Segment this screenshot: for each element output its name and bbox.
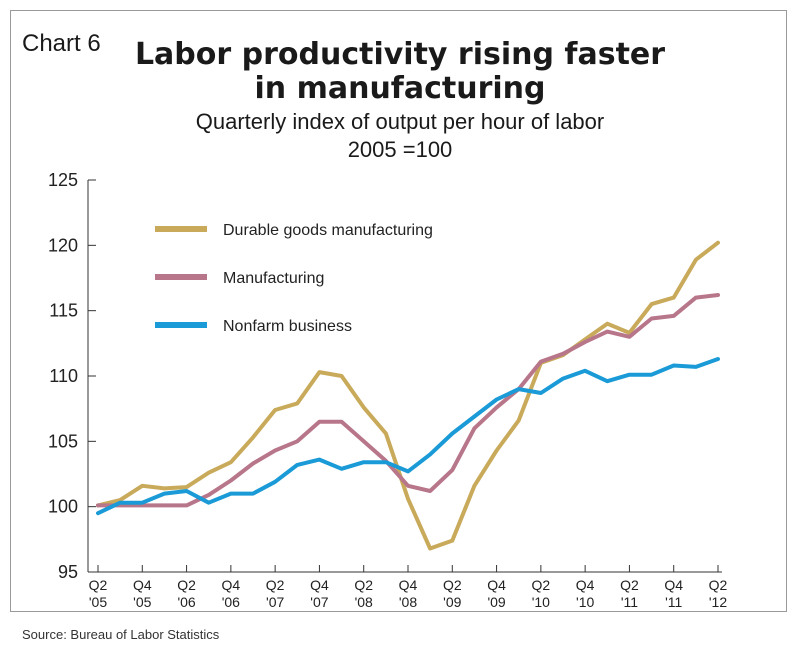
- x-tick-label-quarter: Q2: [443, 577, 462, 593]
- x-tick-label-year: '05: [89, 594, 107, 610]
- x-tick-label-year: '10: [576, 594, 594, 610]
- x-tick-label-quarter: Q2: [532, 577, 551, 593]
- chart-title-line-1: Labor productivity rising faster: [134, 37, 666, 72]
- chart-number: Chart 6: [22, 30, 101, 57]
- legend-label: Nonfarm business: [223, 318, 352, 335]
- x-tick-label-quarter: Q4: [487, 577, 506, 593]
- y-tick-label: 125: [48, 170, 78, 190]
- x-tick-label-quarter: Q4: [310, 577, 329, 593]
- chart-title: Labor productivity rising faster in manu…: [100, 38, 700, 106]
- x-tick-label-year: '11: [621, 594, 638, 610]
- x-tick-label-quarter: Q4: [399, 577, 418, 593]
- x-tick-label-year: '09: [443, 594, 461, 610]
- source-note: Source: Bureau of Labor Statistics: [22, 627, 220, 642]
- x-tick-label-quarter: Q2: [177, 577, 196, 593]
- x-tick-label-quarter: Q4: [133, 577, 152, 593]
- y-tick-label: 100: [48, 497, 78, 517]
- chart-subtitle-line-1: Quarterly index of output per hour of la…: [195, 109, 605, 134]
- x-tick-label-year: '12: [709, 594, 727, 610]
- x-tick-label-year: '05: [133, 594, 151, 610]
- y-tick-label: 110: [49, 366, 78, 386]
- y-tick-label: 120: [48, 235, 78, 255]
- x-tick-label-year: '08: [399, 594, 417, 610]
- chart-title-line-2: in manufacturing: [254, 71, 546, 106]
- chart-subtitle: Quarterly index of output per hour of la…: [100, 108, 700, 164]
- x-tick-label-year: '11: [665, 594, 682, 610]
- x-tick-label-quarter: Q4: [664, 577, 683, 593]
- x-tick-label-quarter: Q4: [222, 577, 241, 593]
- x-tick-label-year: '06: [177, 594, 195, 610]
- legend-label: Durable goods manufacturing: [223, 222, 433, 239]
- x-tick-label-year: '08: [355, 594, 373, 610]
- chart-subtitle-line-2: 2005 =100: [347, 137, 453, 162]
- series-line-nonfarm-business: [96, 357, 720, 516]
- x-tick-label-quarter: Q4: [576, 577, 595, 593]
- y-tick-label: 105: [48, 431, 78, 451]
- x-tick-label-year: '10: [532, 594, 550, 610]
- x-tick-label-quarter: Q2: [266, 577, 285, 593]
- x-tick-label-year: '07: [266, 594, 284, 610]
- x-tick-label-quarter: Q2: [354, 577, 373, 593]
- x-tick-label-quarter: Q2: [89, 577, 108, 593]
- legend-label: Manufacturing: [223, 270, 324, 287]
- y-tick-label: 95: [58, 562, 78, 582]
- x-tick-label-year: '07: [310, 594, 328, 610]
- y-tick-label: 115: [49, 301, 78, 321]
- x-tick-label-year: '09: [487, 594, 505, 610]
- x-tick-label-year: '06: [222, 594, 240, 610]
- chart-frame: [10, 10, 787, 612]
- series-line-durable-goods-manufacturing: [96, 240, 720, 551]
- x-tick-label-quarter: Q2: [620, 577, 639, 593]
- x-tick-label-quarter: Q2: [709, 577, 728, 593]
